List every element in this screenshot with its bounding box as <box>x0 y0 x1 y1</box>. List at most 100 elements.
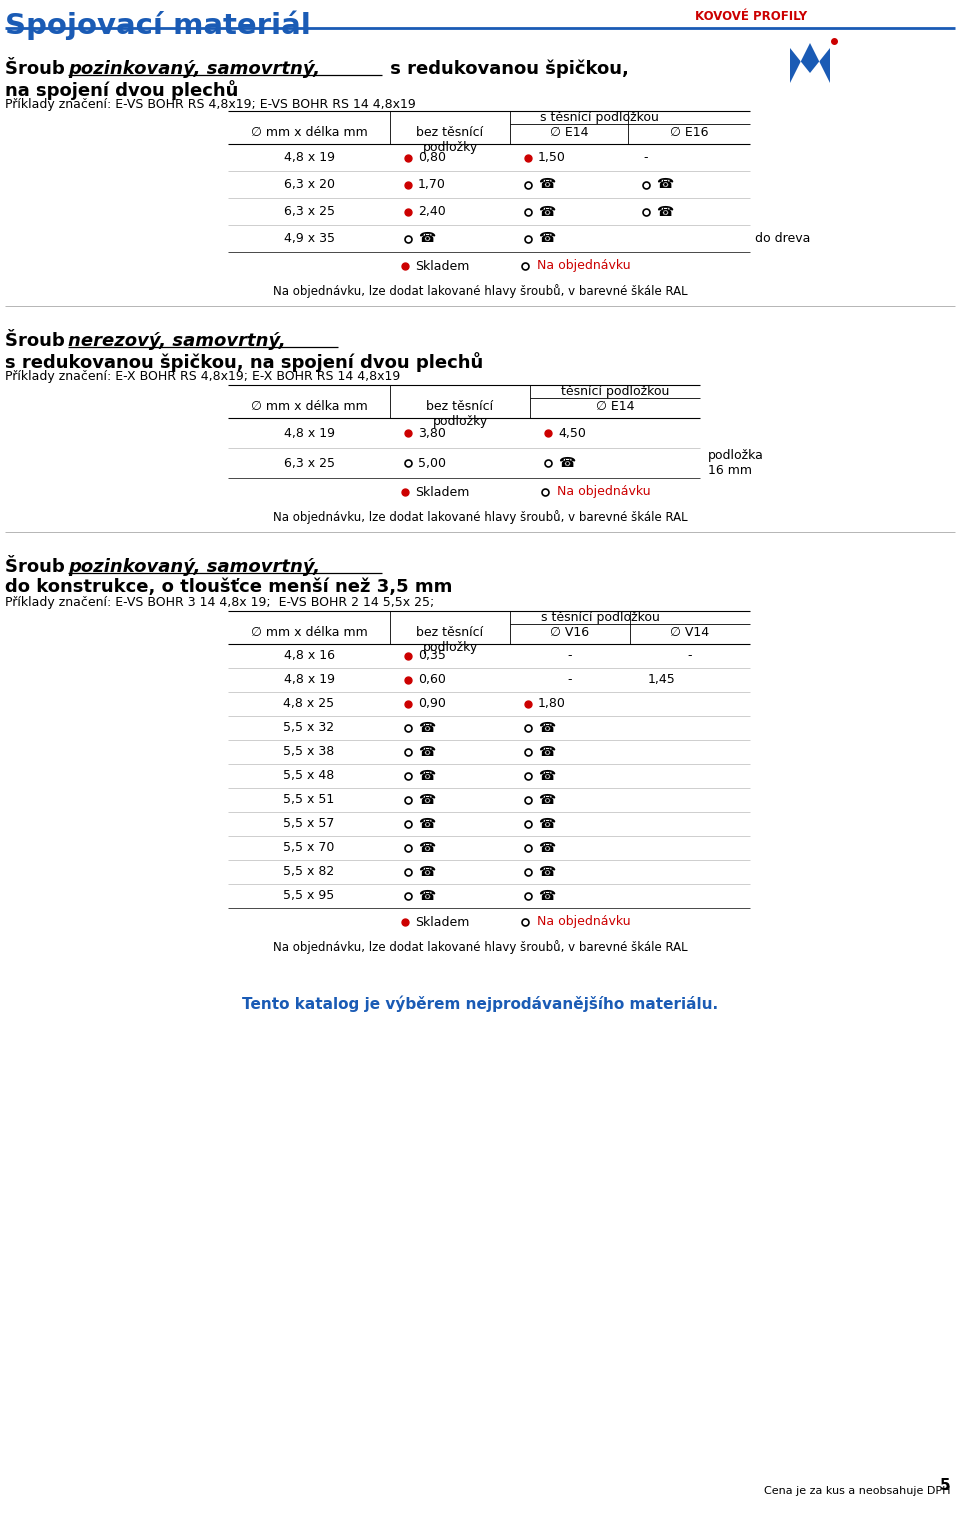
Text: 4,8 x 19: 4,8 x 19 <box>283 674 334 686</box>
Text: ☎: ☎ <box>538 792 555 808</box>
Text: 1,70: 1,70 <box>418 178 445 191</box>
Text: 1,80: 1,80 <box>538 697 565 710</box>
Text: ☎: ☎ <box>418 745 435 759</box>
Text: ☎: ☎ <box>418 770 435 783</box>
Text: 4,50: 4,50 <box>558 427 586 440</box>
Text: 1,50: 1,50 <box>538 150 565 164</box>
Text: Na objednávku: Na objednávku <box>537 915 631 929</box>
Text: pozinkovaný, samovrtný,: pozinkovaný, samovrtný, <box>68 559 320 575</box>
Text: 0,90: 0,90 <box>418 697 445 710</box>
Text: 4,8 x 19: 4,8 x 19 <box>283 427 334 440</box>
Text: na spojení dvou plechů: na spojení dvou plechů <box>5 80 238 100</box>
Text: 5,5 x 48: 5,5 x 48 <box>283 770 335 782</box>
Text: Skladem: Skladem <box>415 260 469 273</box>
Text: ☎: ☎ <box>656 205 673 219</box>
Text: Skladem: Skladem <box>415 915 469 929</box>
Text: Šroub: Šroub <box>5 559 71 575</box>
Text: 5: 5 <box>940 1479 950 1494</box>
Text: Příklady značení: E-VS BOHR 3 14 4,8x 19;  E-VS BOHR 2 14 5,5x 25;: Příklady značení: E-VS BOHR 3 14 4,8x 19… <box>5 597 434 609</box>
Text: ☎: ☎ <box>538 817 555 830</box>
Text: Šroub: Šroub <box>5 332 71 351</box>
Text: -: - <box>644 150 648 164</box>
Text: ☎: ☎ <box>558 455 575 471</box>
Text: s redukovanou špičkou,: s redukovanou špičkou, <box>384 61 629 79</box>
Text: Příklady značení: E-X BOHR RS 4,8x19; E-X BOHR RS 14 4,8x19: Příklady značení: E-X BOHR RS 4,8x19; E-… <box>5 370 400 383</box>
Text: ☎: ☎ <box>418 792 435 808</box>
Text: těsnící podložkou: těsnící podložkou <box>561 386 669 398</box>
Text: ∅ mm x délka mm: ∅ mm x délka mm <box>251 401 368 413</box>
Text: Na objednávku, lze dodat lakované hlavy šroubů, v barevné škále RAL: Na objednávku, lze dodat lakované hlavy … <box>273 284 687 298</box>
Text: s těsnící podložkou: s těsnící podložkou <box>540 612 660 624</box>
Text: 2,40: 2,40 <box>418 205 445 219</box>
Text: ☎: ☎ <box>418 721 435 735</box>
Text: ☎: ☎ <box>538 205 555 219</box>
Text: Cena je za kus a neobsahuje DPH: Cena je za kus a neobsahuje DPH <box>763 1486 950 1497</box>
Text: 4,8 x 16: 4,8 x 16 <box>283 650 334 662</box>
Text: 5,5 x 82: 5,5 x 82 <box>283 865 335 879</box>
Text: 4,8 x 19: 4,8 x 19 <box>283 150 334 164</box>
Text: do konstrukce, o tloušťce menší než 3,5 mm: do konstrukce, o tloušťce menší než 3,5 … <box>5 578 452 597</box>
Text: ☎: ☎ <box>538 890 555 903</box>
Text: 5,5 x 95: 5,5 x 95 <box>283 890 335 903</box>
Text: -: - <box>567 674 572 686</box>
Text: ∅ mm x délka mm: ∅ mm x délka mm <box>251 625 368 639</box>
Text: ☎: ☎ <box>418 865 435 879</box>
Text: ∅ V16: ∅ V16 <box>550 625 589 639</box>
Text: s těsnící podložkou: s těsnící podložkou <box>540 111 659 124</box>
Text: ☎: ☎ <box>538 178 555 191</box>
Text: 5,00: 5,00 <box>418 457 446 469</box>
Text: ☎: ☎ <box>538 865 555 879</box>
Text: 0,80: 0,80 <box>418 150 446 164</box>
Text: ☎: ☎ <box>418 841 435 855</box>
Text: 5,5 x 57: 5,5 x 57 <box>283 818 335 830</box>
Text: Skladem: Skladem <box>415 486 469 498</box>
Text: ∅ V14: ∅ V14 <box>670 625 709 639</box>
Text: Na objednávku, lze dodat lakované hlavy šroubů, v barevné škále RAL: Na objednávku, lze dodat lakované hlavy … <box>273 940 687 953</box>
Text: Příklady značení: E-VS BOHR RS 4,8x19; E-VS BOHR RS 14 4,8x19: Příklady značení: E-VS BOHR RS 4,8x19; E… <box>5 99 416 111</box>
Polygon shape <box>790 43 830 83</box>
Text: ☎: ☎ <box>538 745 555 759</box>
Text: 6,3 x 25: 6,3 x 25 <box>283 205 334 219</box>
Text: Šroub: Šroub <box>5 61 71 77</box>
Text: s redukovanou špičkou, na spojení dvou plechů: s redukovanou špičkou, na spojení dvou p… <box>5 352 483 372</box>
Text: podložka
16 mm: podložka 16 mm <box>708 449 764 477</box>
Text: Tento katalog je výběrem nejprodávanějšího materiálu.: Tento katalog je výběrem nejprodávanější… <box>242 994 718 1011</box>
Text: 0,60: 0,60 <box>418 674 445 686</box>
Text: ☎: ☎ <box>418 817 435 830</box>
Text: 4,8 x 25: 4,8 x 25 <box>283 697 335 710</box>
Text: 5,5 x 38: 5,5 x 38 <box>283 745 335 759</box>
Text: 3,80: 3,80 <box>418 427 445 440</box>
Text: ☎: ☎ <box>538 841 555 855</box>
Text: ☎: ☎ <box>656 178 673 191</box>
Text: ∅ E14: ∅ E14 <box>596 401 635 413</box>
Text: 5,5 x 51: 5,5 x 51 <box>283 794 335 806</box>
Text: ∅ E14: ∅ E14 <box>550 126 588 140</box>
Text: ∅ mm x délka mm: ∅ mm x délka mm <box>251 126 368 140</box>
Text: ☎: ☎ <box>538 721 555 735</box>
Text: Na objednávku: Na objednávku <box>537 260 631 273</box>
Text: 6,3 x 20: 6,3 x 20 <box>283 178 334 191</box>
Text: ☎: ☎ <box>538 770 555 783</box>
Text: bez těsnící
podložky: bez těsnící podložky <box>417 625 484 654</box>
Text: 5,5 x 70: 5,5 x 70 <box>283 841 335 855</box>
Text: Spojovací materiál: Spojovací materiál <box>5 11 311 39</box>
Text: 4,9 x 35: 4,9 x 35 <box>283 232 334 244</box>
Text: nerezový, samovrtný,: nerezový, samovrtný, <box>68 332 286 351</box>
Text: bez těsnící
podložky: bez těsnící podložky <box>426 401 493 428</box>
Text: ☎: ☎ <box>418 890 435 903</box>
Text: bez těsnící
podložky: bez těsnící podložky <box>417 126 484 153</box>
Text: ☎: ☎ <box>418 232 435 246</box>
Text: do dreva: do dreva <box>755 232 810 244</box>
Text: KOVOVÉ PROFILY: KOVOVÉ PROFILY <box>695 11 807 23</box>
Text: Na objednávku, lze dodat lakované hlavy šroubů, v barevné škále RAL: Na objednávku, lze dodat lakované hlavy … <box>273 510 687 524</box>
Text: -: - <box>687 650 692 662</box>
Text: 5,5 x 32: 5,5 x 32 <box>283 721 335 735</box>
Text: -: - <box>567 650 572 662</box>
Text: Na objednávku: Na objednávku <box>557 486 651 498</box>
Text: 1,45: 1,45 <box>648 674 676 686</box>
Text: ☎: ☎ <box>538 232 555 246</box>
Text: 6,3 x 25: 6,3 x 25 <box>283 457 334 469</box>
Text: pozinkovaný, samovrtný,: pozinkovaný, samovrtný, <box>68 61 320 77</box>
Text: ∅ E16: ∅ E16 <box>670 126 708 140</box>
Text: 0,35: 0,35 <box>418 650 445 662</box>
